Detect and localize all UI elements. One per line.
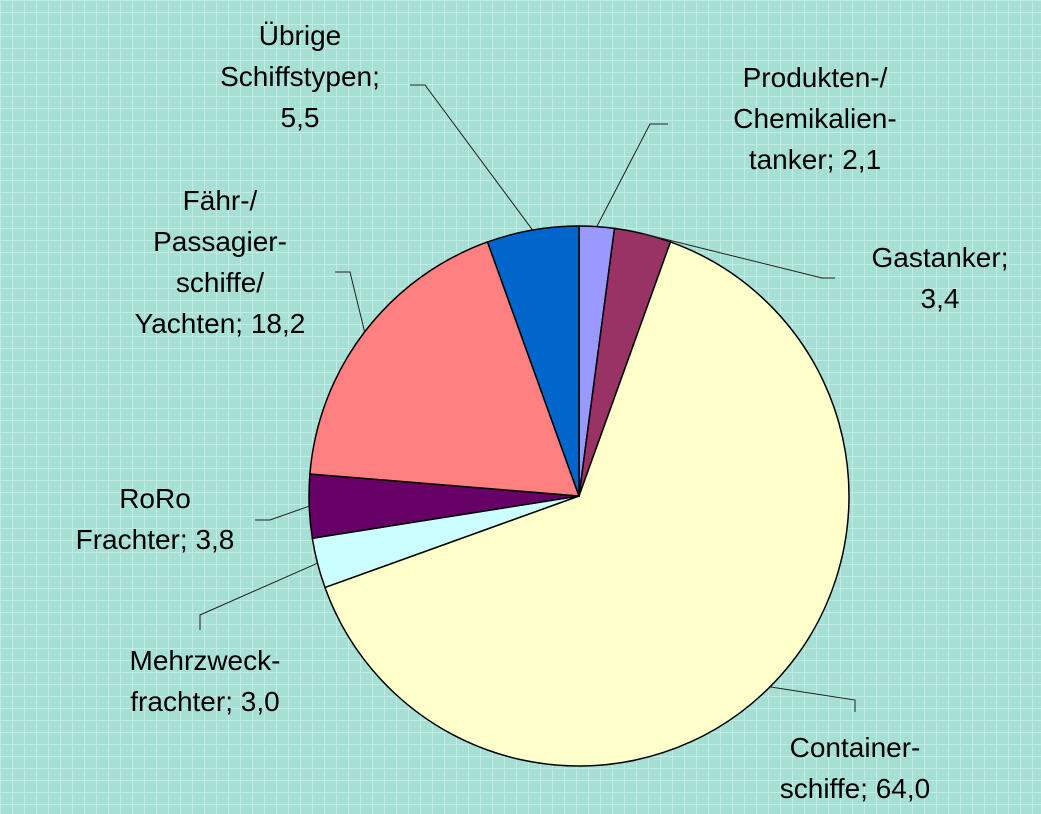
category-name: Gastanker (871, 242, 1001, 273)
leader-line (769, 686, 856, 712)
category-name: RoRo Frachter (75, 483, 191, 555)
separator: ; (826, 144, 843, 175)
category-name: Container- schiffe (779, 732, 921, 804)
leader-line (596, 123, 668, 227)
value-label: 3,0 (240, 686, 280, 717)
leader-line (199, 562, 318, 630)
value-label: 3,8 (195, 524, 235, 555)
category-name: Fähr-/ Passagier- schiffe/ Yachten (134, 185, 287, 339)
pie-slice (486, 225, 580, 497)
separator: ; (1000, 242, 1009, 273)
value-label: 64,0 (875, 773, 931, 804)
category-name: Übrige Schiffstypen (220, 20, 373, 92)
pie-slice (324, 241, 850, 767)
slice-label: Fähr-/ Passagier- schiffe/ Yachten; 18,2 (70, 180, 370, 344)
slice-label: Gastanker; 3,4 (855, 237, 1025, 319)
slice-label: Mehrzweck- frachter; 3,0 (75, 640, 335, 722)
separator: ; (235, 308, 251, 339)
value-label: 18,2 (250, 308, 306, 339)
leader-line (410, 84, 533, 231)
category-name: Mehrzweck- frachter (129, 645, 281, 717)
separator: ; (225, 686, 241, 717)
slice-label: RoRo Frachter; 3,8 (25, 478, 285, 560)
value-label: 2,1 (842, 144, 882, 175)
separator: ; (860, 773, 876, 804)
slice-label: Container- schiffe; 64,0 (725, 727, 985, 809)
leader-line (642, 233, 835, 279)
leader-line (335, 271, 366, 332)
separator: ; (372, 61, 380, 92)
category-name: Produkten-/ Chemikalien- tanker (733, 62, 897, 175)
separator: ; (179, 524, 196, 555)
value-label: 5,5 (280, 102, 320, 133)
value-label: 3,4 (920, 283, 960, 314)
pie-slice (309, 241, 581, 497)
slice-label: Übrige Schiffstypen; 5,5 (200, 15, 400, 138)
leader-line (255, 505, 310, 521)
slice-label: Produkten-/ Chemikalien- tanker; 2,1 (685, 57, 945, 180)
